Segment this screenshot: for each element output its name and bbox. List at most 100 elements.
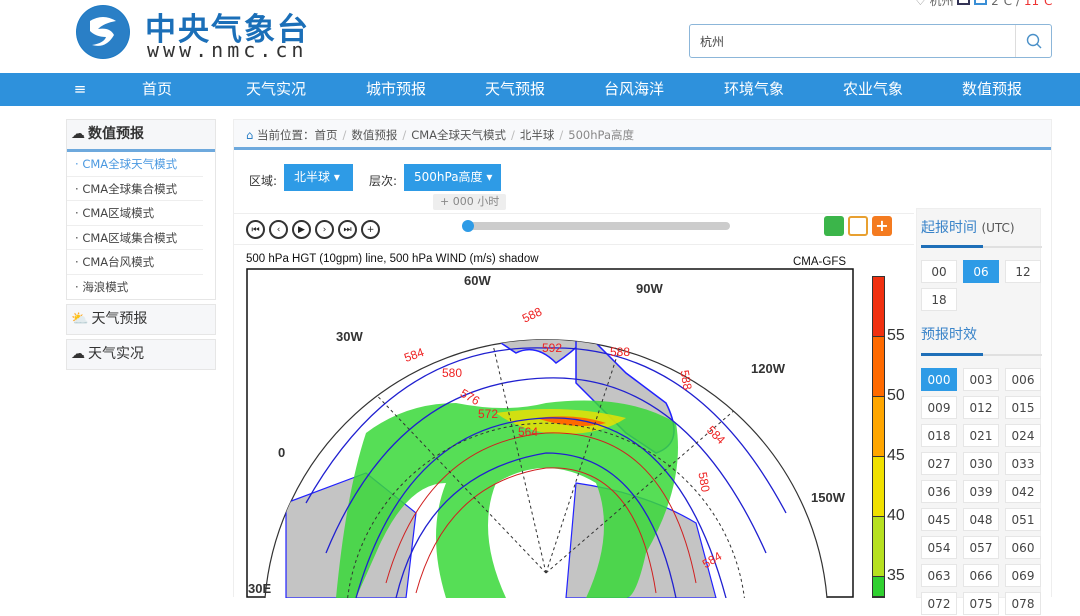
- search-input[interactable]: [690, 25, 1010, 57]
- logo-title: 中央气象台: [145, 12, 310, 48]
- sidebar: ☁ 数值预报 · CMA全球天气模式 · CMA全球集合模式 · CMA区域模式 …: [66, 119, 216, 374]
- init-time-button[interactable]: 18: [921, 288, 957, 311]
- lead-time-button[interactable]: 075: [963, 592, 999, 615]
- sidebar-section-observations[interactable]: ☁ 天气实况: [67, 340, 215, 369]
- lead-time-button[interactable]: 015: [1005, 396, 1041, 419]
- nav-city-forecast[interactable]: 城市预报: [365, 80, 427, 98]
- colorbar-segment: [873, 457, 884, 517]
- colorbar-tick: 35: [887, 567, 905, 584]
- lead-time-button[interactable]: 048: [963, 508, 999, 531]
- nav-typhoon-ocean[interactable]: 台风海洋: [603, 80, 665, 98]
- breadcrumb-home[interactable]: 首页: [314, 128, 338, 142]
- sidebar-item-cma-meso[interactable]: · CMA区域模式: [67, 201, 203, 226]
- lead-time-button[interactable]: 051: [1005, 508, 1041, 531]
- location-pin-icon: ♡: [915, 0, 926, 8]
- last-frame-icon[interactable]: ⏭: [338, 220, 357, 239]
- lead-time-button[interactable]: 042: [1005, 480, 1041, 503]
- nav-agriculture[interactable]: 农业气象: [842, 80, 904, 98]
- level-dropdown[interactable]: 500hPa高度 ▾: [404, 164, 501, 191]
- lon-label: 60W: [464, 273, 491, 288]
- lead-time-button[interactable]: 006: [1005, 368, 1041, 391]
- lead-time-button[interactable]: 027: [921, 452, 957, 475]
- temp-high: 11℃: [1023, 0, 1053, 8]
- weather-icon-2: [974, 0, 988, 5]
- map-model: CMA-GFS: [793, 256, 847, 268]
- wechat-share-icon[interactable]: [824, 216, 844, 236]
- weibo-share-icon[interactable]: [848, 216, 868, 236]
- lead-time-button[interactable]: 054: [921, 536, 957, 559]
- contour-label: 592: [542, 341, 563, 355]
- forecast-map: 500 hPa HGT (10gpm) line, 500 hPa WIND (…: [246, 253, 914, 598]
- weather-icon: [957, 0, 971, 5]
- lon-label: 0: [278, 445, 286, 460]
- breadcrumb-current: 500hPa高度: [568, 128, 635, 142]
- lon-label: 150W: [811, 490, 845, 505]
- lead-time-button[interactable]: 000: [921, 368, 957, 391]
- lead-time-button[interactable]: 060: [1005, 536, 1041, 559]
- sidebar-section-forecast[interactable]: ⛅ 天气预报: [67, 305, 215, 334]
- lead-time-button[interactable]: 072: [921, 592, 957, 615]
- lead-time-button[interactable]: 021: [963, 424, 999, 447]
- prev-frame-icon[interactable]: ‹: [269, 220, 288, 239]
- colorbar-tick: 50: [887, 387, 905, 404]
- lead-time-button[interactable]: 018: [921, 424, 957, 447]
- sidebar-item-cma-gfs[interactable]: · CMA全球天气模式: [67, 152, 203, 177]
- lead-time-button[interactable]: 039: [963, 480, 999, 503]
- sidebar-section-nwp[interactable]: ☁ 数值预报: [67, 120, 215, 149]
- next-frame-icon[interactable]: ›: [315, 220, 334, 239]
- lead-time-button[interactable]: 009: [921, 396, 957, 419]
- zoom-in-icon[interactable]: +: [361, 220, 380, 239]
- lead-time-button[interactable]: 069: [1005, 564, 1041, 587]
- init-time-button[interactable]: 12: [1005, 260, 1041, 283]
- nav-home[interactable]: 首页: [141, 80, 173, 98]
- lead-time-button[interactable]: 066: [963, 564, 999, 587]
- init-time-button[interactable]: 00: [921, 260, 957, 283]
- nav-observations[interactable]: 天气实况: [245, 80, 307, 98]
- nmc-logo-icon[interactable]: [76, 5, 130, 59]
- contour-label: 564: [518, 425, 539, 439]
- lead-time-button[interactable]: 063: [921, 564, 957, 587]
- colorbar-segment: [873, 397, 884, 457]
- time-slider[interactable]: [468, 222, 730, 230]
- lead-time-button[interactable]: 033: [1005, 452, 1041, 475]
- sidebar-item-wave[interactable]: · 海浪模式: [75, 279, 129, 294]
- first-frame-icon[interactable]: ⏮: [246, 220, 265, 239]
- more-share-icon[interactable]: +: [872, 216, 892, 236]
- lead-time-button[interactable]: 078: [1005, 592, 1041, 615]
- lead-time-button[interactable]: 003: [963, 368, 999, 391]
- colorbar-tick: 55: [887, 327, 905, 344]
- nav-nwp[interactable]: 数值预报: [961, 80, 1023, 98]
- sidebar-item-cma-typhoon[interactable]: · CMA台风模式: [67, 250, 203, 275]
- lead-time-button[interactable]: 030: [963, 452, 999, 475]
- time-panel: 起报时间 (UTC) 00 06 12 18 预报时效 000 003 006 009 012…: [916, 208, 1042, 615]
- search-button[interactable]: [1015, 25, 1051, 57]
- region-dropdown[interactable]: 北半球 ▾: [284, 164, 353, 191]
- nav-environment[interactable]: 环境气象: [723, 80, 785, 98]
- region-label: 区域:: [249, 174, 278, 188]
- lead-time-button[interactable]: 024: [1005, 424, 1041, 447]
- breadcrumb-nwp[interactable]: 数值预报: [351, 128, 398, 142]
- play-icon[interactable]: ▶: [292, 220, 311, 239]
- lead-time-button[interactable]: 057: [963, 536, 999, 559]
- breadcrumb-cma-gfs[interactable]: CMA全球天气模式: [411, 128, 507, 142]
- lead-time-button[interactable]: 036: [921, 480, 957, 503]
- search-box: [689, 24, 1052, 58]
- search-icon: [1026, 33, 1041, 49]
- city-name[interactable]: 杭州: [929, 0, 954, 8]
- colorbar-segment: [873, 337, 884, 397]
- nav-weather-forecast[interactable]: 天气预报: [484, 80, 546, 98]
- slider-tooltip: + 000 小时: [433, 194, 507, 210]
- slider-handle[interactable]: [462, 220, 474, 232]
- home-icon: ⌂: [246, 128, 254, 142]
- init-time-button[interactable]: 06: [963, 260, 999, 283]
- init-time-title: 起报时间 (UTC): [921, 220, 1015, 236]
- sidebar-item-cma-reps[interactable]: · CMA区域集合模式: [67, 226, 203, 250]
- colorbar-segment: [873, 517, 884, 577]
- breadcrumb-nh[interactable]: 北半球: [519, 128, 555, 142]
- contour-label: 580: [442, 366, 463, 380]
- map-title: 500 hPa HGT (10gpm) line, 500 hPa WIND (…: [246, 253, 539, 265]
- sidebar-item-cma-gefs[interactable]: · CMA全球集合模式: [67, 177, 203, 201]
- lead-time-button[interactable]: 045: [921, 508, 957, 531]
- lead-time-button[interactable]: 012: [963, 396, 999, 419]
- nav-menu-icon[interactable]: ≡: [73, 80, 87, 98]
